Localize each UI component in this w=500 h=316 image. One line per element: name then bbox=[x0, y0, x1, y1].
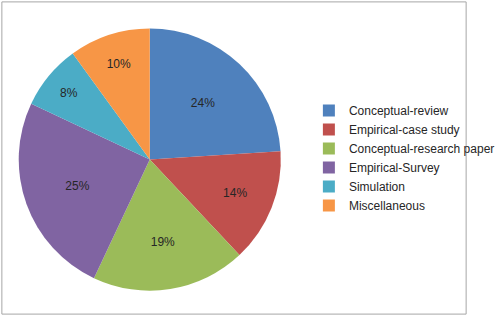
svg-text:Empirical-Survey: Empirical-Survey bbox=[349, 161, 440, 175]
svg-text:Conceptual-review: Conceptual-review bbox=[349, 104, 449, 118]
svg-text:14%: 14% bbox=[223, 186, 247, 200]
svg-text:Conceptual-research paper: Conceptual-research paper bbox=[349, 142, 494, 156]
svg-text:19%: 19% bbox=[151, 235, 175, 249]
svg-text:25%: 25% bbox=[65, 179, 89, 193]
svg-text:8%: 8% bbox=[60, 86, 78, 100]
svg-text:Empirical-case study: Empirical-case study bbox=[349, 123, 460, 137]
svg-text:Simulation: Simulation bbox=[349, 180, 405, 194]
svg-text:10%: 10% bbox=[107, 57, 131, 71]
svg-text:Miscellaneous: Miscellaneous bbox=[349, 199, 425, 213]
svg-text:24%: 24% bbox=[191, 96, 215, 110]
